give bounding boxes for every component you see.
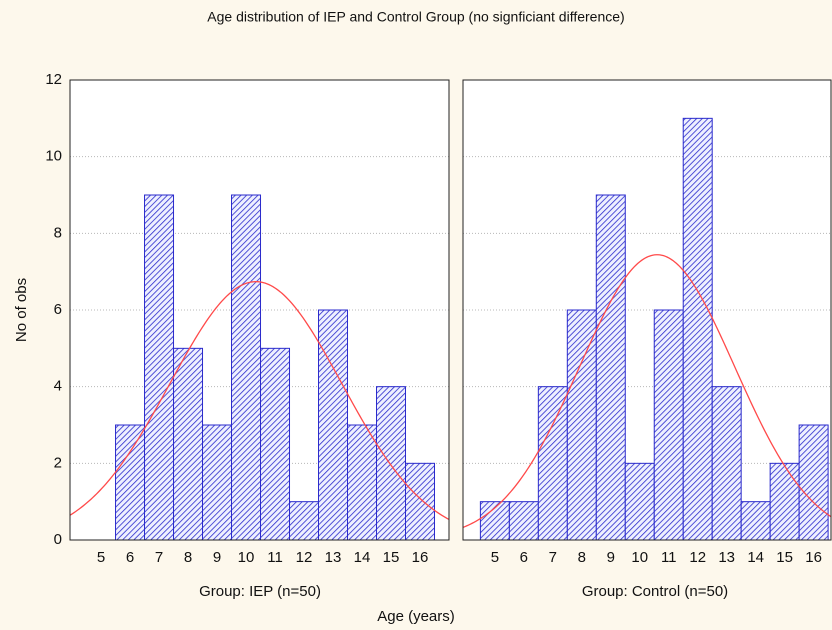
bar <box>653 309 684 540</box>
y-tick-label: 2 <box>54 454 62 471</box>
chart-title: Age distribution of IEP and Control Grou… <box>207 9 624 25</box>
bar <box>711 386 742 540</box>
x-tick-label: 6 <box>520 549 528 566</box>
x-tick-label: 8 <box>184 549 192 566</box>
bar <box>682 117 713 540</box>
x-tick-label: 15 <box>383 549 400 566</box>
y-tick-label: 0 <box>54 531 62 548</box>
panel-label: Group: IEP (n=50) <box>199 583 321 600</box>
bar <box>289 501 320 540</box>
y-axis-label: No of obs <box>13 278 30 342</box>
x-tick-label: 7 <box>549 549 557 566</box>
x-tick-label: 12 <box>296 549 313 566</box>
y-tick-label: 6 <box>54 301 62 318</box>
x-tick-label: 5 <box>97 549 105 566</box>
bar <box>769 462 800 540</box>
x-tick-label: 10 <box>238 549 255 566</box>
y-tick-label: 12 <box>45 71 62 88</box>
x-tick-label: 13 <box>718 549 735 566</box>
bar <box>231 194 262 540</box>
x-tick-label: 7 <box>155 549 163 566</box>
x-tick-label: 10 <box>631 549 648 566</box>
x-axis-label: Age (years) <box>377 608 455 625</box>
bars <box>479 117 829 540</box>
x-tick-label: 14 <box>747 549 764 566</box>
x-tick-label: 15 <box>776 549 793 566</box>
bar <box>405 462 436 540</box>
x-tick-label: 9 <box>607 549 615 566</box>
x-tick-label: 16 <box>805 549 822 566</box>
y-tick-label: 4 <box>54 378 62 395</box>
x-tick-label: 5 <box>491 549 499 566</box>
x-tick-label: 13 <box>325 549 342 566</box>
bar <box>173 347 204 540</box>
x-tick-label: 6 <box>126 549 134 566</box>
x-tick-label: 11 <box>661 549 677 566</box>
bar <box>376 386 407 540</box>
bar <box>624 462 655 540</box>
x-tick-label: 14 <box>354 549 371 566</box>
y-tick-label: 10 <box>45 148 62 165</box>
x-tick-label: 12 <box>689 549 706 566</box>
bar <box>537 386 568 540</box>
bar <box>260 347 291 540</box>
fit-curve <box>70 280 449 521</box>
bar <box>144 194 175 540</box>
bar <box>508 501 539 540</box>
bar <box>566 309 597 540</box>
plot-frame <box>69 79 450 541</box>
bar <box>595 194 626 540</box>
fit-curve <box>463 254 831 529</box>
bar <box>798 424 829 540</box>
x-tick-label: 8 <box>578 549 586 566</box>
bar <box>347 424 378 540</box>
bar <box>740 501 771 540</box>
x-tick-label: 11 <box>267 549 283 566</box>
y-tick-label: 8 <box>54 224 62 241</box>
x-tick-label: 9 <box>213 549 221 566</box>
panel-label: Group: Control (n=50) <box>582 583 728 600</box>
plot-frame <box>462 79 832 541</box>
bar <box>318 309 349 540</box>
bar <box>202 424 233 540</box>
bar <box>115 424 146 540</box>
bars <box>115 194 436 540</box>
x-tick-label: 16 <box>412 549 429 566</box>
